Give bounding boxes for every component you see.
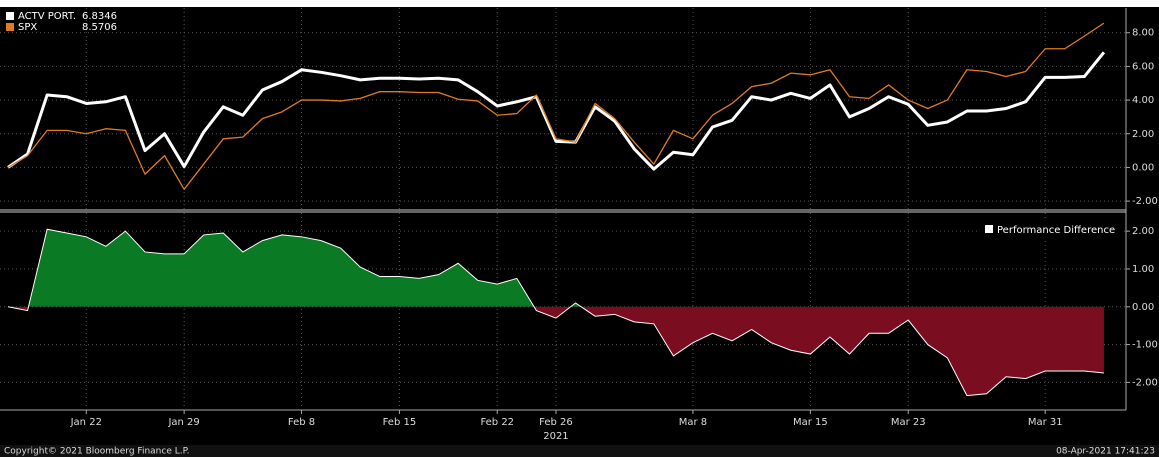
legend-value: 6.8346: [82, 11, 117, 22]
x-tick-label: Jan 29: [167, 417, 199, 428]
x-tick-label: Feb 8: [288, 417, 315, 428]
y-tick-label: -2.00: [1132, 196, 1158, 207]
timestamp: 08-Apr-2021 17:41:23: [1056, 447, 1155, 457]
area-positive: [8, 229, 1104, 307]
y-tick-label: 0.00: [1132, 162, 1154, 173]
legend-value: 8.5706: [82, 22, 117, 33]
copyright: Copyright© 2021 Bloomberg Finance L.P.: [4, 447, 189, 457]
area-negative: [8, 306, 1104, 396]
x-tick-label: Mar 15: [793, 417, 828, 428]
legend-swatch: [6, 12, 14, 20]
y-tick-label: 2.00: [1132, 226, 1154, 237]
y-tick-label: 2.00: [1132, 129, 1154, 140]
y-tick-label: -2.00: [1132, 377, 1158, 388]
footer-bar: [0, 445, 1159, 457]
x-tick-label: Mar 31: [1028, 417, 1063, 428]
x-tick-label: Mar 8: [679, 417, 707, 428]
top-strip: [0, 0, 1159, 7]
legend-label: ACTV PORT.: [18, 11, 76, 22]
y-tick-label: 4.00: [1132, 95, 1154, 106]
legend-label: SPX: [18, 22, 37, 33]
legend-box: [978, 220, 1121, 239]
y-tick-label: 8.00: [1132, 28, 1154, 39]
legend-label: Performance Difference: [997, 225, 1115, 236]
line: [7, 228, 1104, 397]
y-tick-label: 6.00: [1132, 61, 1154, 72]
line: [7, 22, 1105, 190]
y-tick-label: -1.00: [1132, 340, 1158, 351]
x-tick-label: Feb 22: [480, 417, 514, 428]
line: [7, 51, 1106, 171]
legend-swatch: [6, 23, 14, 31]
panel-separator: [0, 209, 1126, 213]
y-tick-label: 0.00: [1132, 302, 1154, 313]
year-label: 2021: [543, 431, 568, 442]
legend-swatch: [985, 225, 993, 233]
x-tick-label: Feb 15: [383, 417, 417, 428]
x-tick-label: Jan 22: [70, 417, 102, 428]
x-tick-label: Mar 23: [891, 417, 926, 428]
y-tick-label: 1.00: [1132, 264, 1154, 275]
x-tick-label: Feb 26: [539, 417, 573, 428]
